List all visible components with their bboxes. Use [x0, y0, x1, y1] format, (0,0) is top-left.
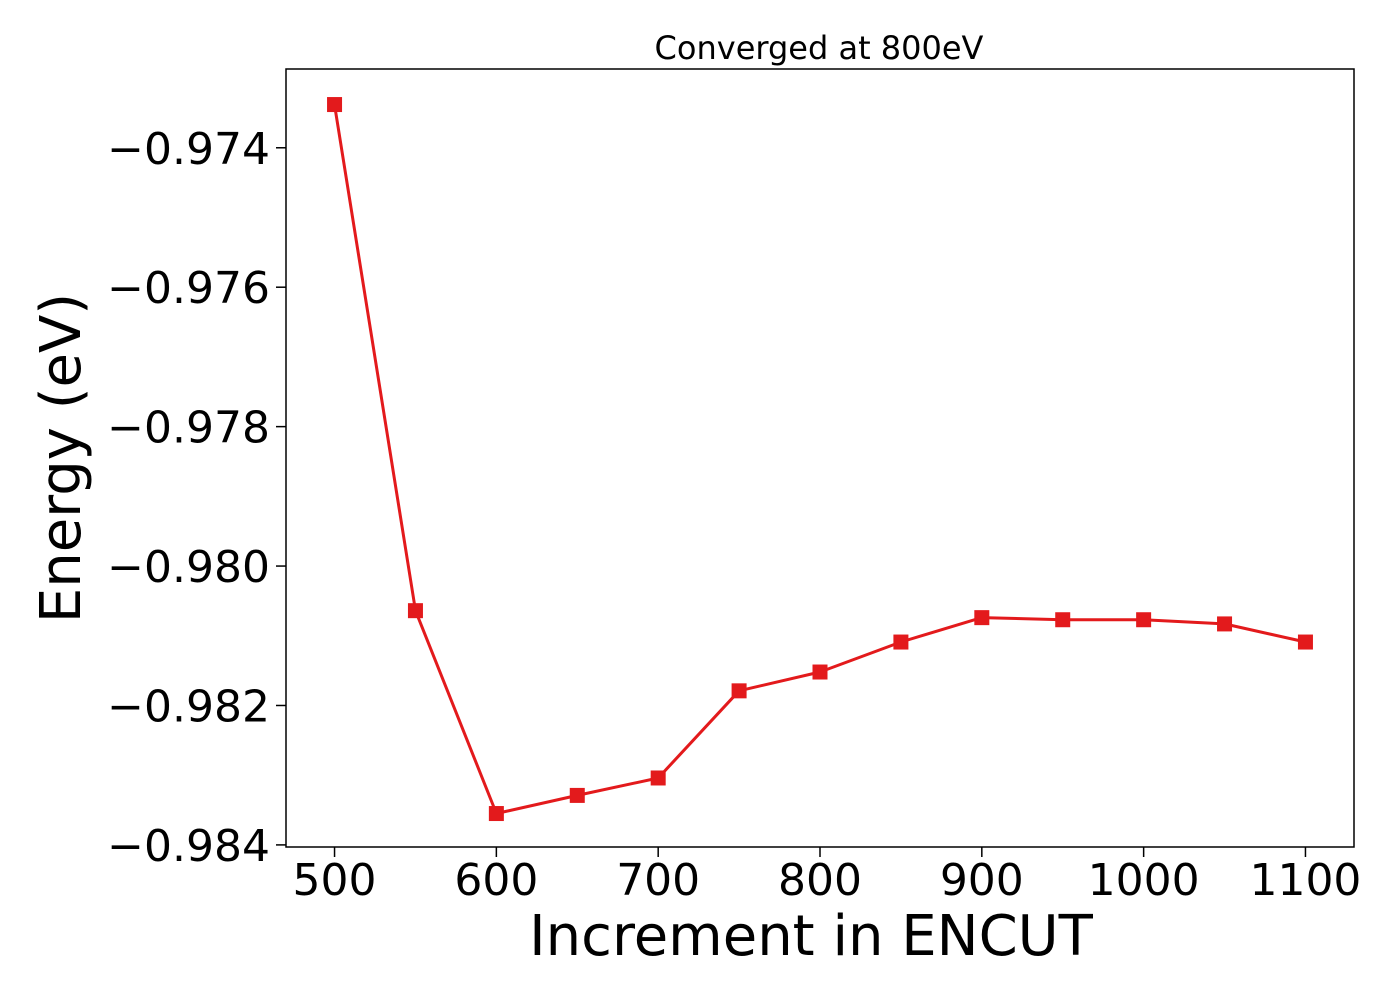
data-point: [1297, 634, 1313, 650]
x-tick-label: 600: [454, 855, 538, 906]
x-axis-label: Increment in ENCUT: [529, 904, 1094, 969]
data-point: [407, 603, 423, 619]
chart-title: Converged at 800eV: [655, 29, 984, 67]
x-tick-label: 1100: [1249, 855, 1361, 906]
y-tick-label: −0.978: [107, 403, 270, 454]
data-point: [488, 806, 504, 822]
y-tick-label: −0.974: [107, 124, 270, 175]
y-tick-label: −0.982: [107, 681, 270, 732]
x-axis: 500 600 700 800 900 1000 1100: [293, 847, 1361, 906]
x-tick-label: 700: [616, 855, 700, 906]
data-point: [650, 770, 666, 786]
data-point: [569, 787, 585, 803]
x-tick-label: 500: [293, 855, 377, 906]
y-tick-label: −0.980: [107, 542, 270, 593]
plot-area: [286, 69, 1354, 847]
plot-frame: [285, 68, 1355, 848]
y-tick-label: −0.984: [107, 821, 270, 872]
data-point: [1217, 616, 1233, 632]
y-tick-label: −0.976: [107, 263, 270, 314]
data-point: [974, 610, 990, 626]
data-point: [1055, 612, 1071, 628]
y-axis: −0.984 −0.982 −0.980 −0.978 −0.976 −0.974: [107, 124, 286, 872]
x-tick-label: 1000: [1088, 855, 1200, 906]
series-markers: [327, 97, 1313, 822]
data-point: [731, 683, 747, 699]
y-axis-label: Energy (eV): [29, 293, 94, 623]
x-tick-label: 900: [940, 855, 1024, 906]
x-tick-label: 800: [778, 855, 862, 906]
data-point: [327, 97, 343, 113]
data-point: [893, 634, 909, 650]
data-point: [812, 664, 828, 680]
data-point: [1136, 612, 1152, 628]
